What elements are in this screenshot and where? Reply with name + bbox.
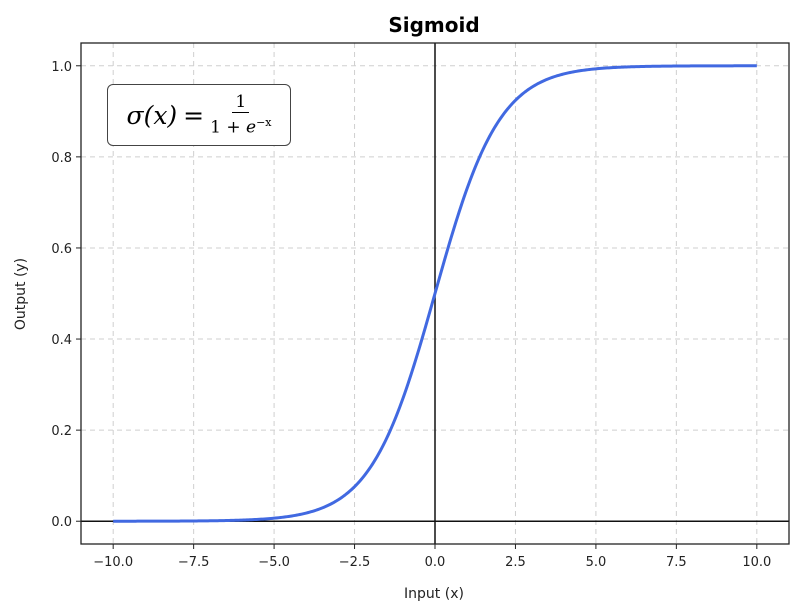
x-tick-label: 2.5 (505, 555, 526, 570)
chart-title: Sigmoid (388, 13, 479, 37)
sigmoid-formula: σ(x) = 1 1 + e−x (127, 92, 272, 138)
formula-numerator: 1 (232, 92, 250, 114)
denominator-prefix: 1 + (210, 117, 246, 138)
x-axis-label: Input (x) (404, 586, 464, 602)
formula-equals: = (183, 100, 205, 130)
denominator-exponent: −x (256, 116, 272, 130)
y-tick-label: 0.0 (51, 515, 72, 530)
x-tick-label: −7.5 (178, 555, 210, 570)
formula-lhs: σ(x) (126, 100, 178, 130)
y-tick-label: 0.6 (51, 242, 72, 257)
x-tick-label: 5.0 (586, 555, 607, 570)
x-tick-label: −10.0 (93, 555, 133, 570)
x-tick-label: −2.5 (339, 555, 371, 570)
y-axis-ticks: 0.0 0.2 0.4 0.6 0.8 1.0 (51, 60, 81, 530)
x-tick-label: 10.0 (742, 555, 771, 570)
sigmoid-curve (113, 64, 757, 523)
x-tick-label: 0.0 (425, 555, 446, 570)
y-tick-label: 0.4 (51, 333, 72, 348)
formula-denominator: 1 + e−x (210, 113, 271, 138)
denominator-base: e (246, 117, 257, 138)
y-tick-label: 0.2 (51, 424, 72, 439)
y-axis-label: Output (y) (13, 258, 29, 330)
x-tick-label: 7.5 (666, 555, 687, 570)
x-tick-label: −5.0 (258, 555, 290, 570)
series-line (113, 64, 757, 523)
formula-fraction: 1 1 + e−x (210, 92, 271, 138)
y-tick-label: 1.0 (51, 60, 72, 75)
x-axis-ticks: −10.0 −7.5 −5.0 −2.5 0.0 2.5 5.0 7.5 10.0 (93, 544, 771, 570)
formula-annotation: σ(x) = 1 1 + e−x (107, 84, 291, 146)
y-tick-label: 0.8 (51, 151, 72, 166)
